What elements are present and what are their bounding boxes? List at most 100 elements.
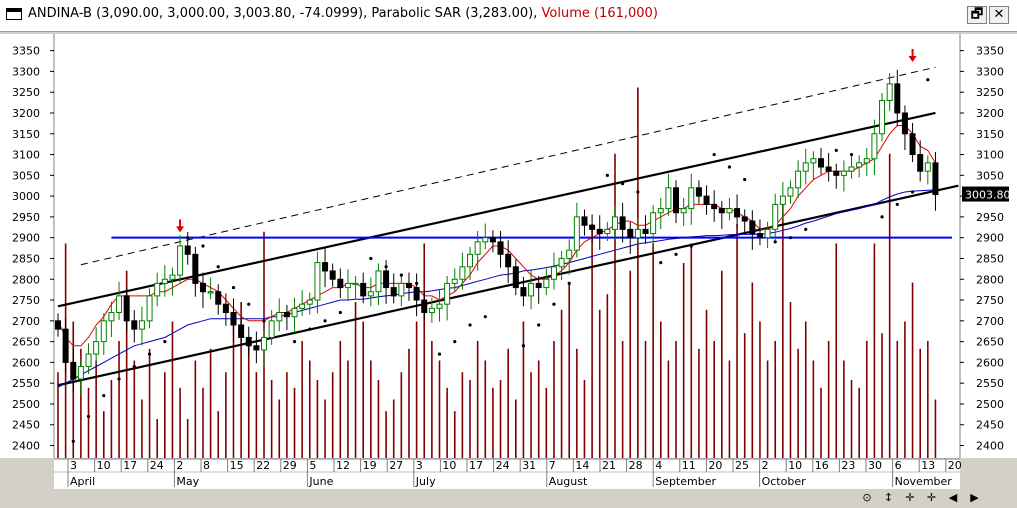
- candle-body: [848, 166, 855, 172]
- x-day-label: 8: [203, 459, 210, 472]
- candle-body: [436, 303, 443, 309]
- x-day-label: 10: [442, 459, 456, 472]
- candle-body: [154, 282, 161, 297]
- x-month-label: June: [308, 475, 333, 488]
- candle-body: [810, 158, 817, 164]
- candle-body: [238, 324, 245, 338]
- candle-body: [352, 282, 359, 286]
- candle-body: [329, 270, 336, 280]
- candle-body: [421, 299, 428, 314]
- candle-body: [703, 195, 710, 205]
- candle-body: [634, 228, 641, 239]
- crosshair-icon[interactable]: ✛: [905, 491, 915, 504]
- target-icon[interactable]: ⊙: [862, 491, 872, 504]
- candle-body: [924, 162, 931, 172]
- scroll-right-icon[interactable]: ▶: [970, 491, 979, 504]
- x-day-label: 20: [708, 459, 722, 472]
- candle-body: [749, 220, 756, 235]
- price-chart[interactable]: 2400 2400 2450 2450 2500 2500 2550 2550 2600 2600…: [0, 31, 1017, 508]
- candle-body: [718, 208, 725, 214]
- sar-dot: [605, 173, 609, 177]
- last-price-marker: 3003.80: [962, 186, 1011, 202]
- x-day-label: 17: [123, 459, 137, 472]
- scroll-left-icon[interactable]: ◀: [948, 491, 958, 504]
- y-tick-label-left: 2550: [12, 377, 40, 390]
- candle-body: [596, 228, 603, 235]
- candle-body: [77, 366, 84, 380]
- y-tick-label-left: 3350: [12, 45, 40, 58]
- x-day-label: 31: [522, 459, 536, 472]
- candle-body: [184, 245, 191, 255]
- x-axis-area: [54, 459, 960, 489]
- window-title-bar[interactable]: ANDINA-B (3,090.00, 3,000.00, 3,003.80, …: [0, 0, 1017, 32]
- y-tick-label-right: 3200: [976, 107, 1004, 120]
- candle-body: [108, 312, 115, 322]
- candle-body: [611, 216, 618, 230]
- x-day-label: 4: [655, 459, 662, 472]
- title-prices: ANDINA-B (3,090.00, 3,000.00, 3,003.80, …: [28, 6, 538, 21]
- sar-dot: [537, 323, 541, 327]
- sar-dot: [247, 302, 251, 306]
- close-button[interactable]: ✕: [989, 6, 1009, 24]
- x-month-label: October: [762, 475, 806, 488]
- sar-dot: [201, 244, 205, 248]
- candle-body: [825, 166, 832, 172]
- sar-dot: [727, 165, 732, 169]
- x-day-label: 3: [70, 459, 77, 472]
- y-tick-label-right: 3100: [976, 149, 1004, 162]
- candle-body: [161, 278, 168, 284]
- x-day-label: 7: [549, 459, 556, 472]
- candle-body: [917, 154, 924, 172]
- candle-body: [444, 282, 451, 305]
- candle-body: [253, 345, 260, 351]
- signal-arrow-head: [908, 55, 917, 62]
- candle-body: [291, 307, 298, 318]
- y-tick-label-right: 3050: [976, 169, 1004, 182]
- y-tick-label-right: 2550: [976, 377, 1004, 390]
- sar-dot: [788, 236, 793, 240]
- candle-body: [726, 208, 733, 214]
- sar-dot: [231, 285, 236, 290]
- candle-body: [131, 320, 138, 330]
- x-day-label: 29: [283, 459, 297, 472]
- candle-body: [222, 303, 229, 314]
- chart-toolbar[interactable]: ⊙ ↕ ✛ ✛ ◀ ▶: [858, 491, 1016, 506]
- parabolic-sar-series: [71, 78, 930, 443]
- candle-body: [505, 253, 512, 268]
- y-tick-label-left: 3200: [12, 107, 40, 120]
- y-tick-label-left: 2700: [12, 315, 40, 328]
- candle-body: [383, 270, 390, 289]
- y-tick-label-left: 2750: [12, 294, 40, 307]
- sar-dot: [468, 323, 472, 327]
- y-tick-label-right: 2950: [976, 211, 1004, 224]
- sar-dot: [147, 352, 152, 356]
- sar-dot: [369, 256, 373, 261]
- restore-button[interactable]: 🗗: [967, 6, 987, 24]
- y-tick-label-right: 3150: [976, 128, 1004, 141]
- sar-dot: [415, 281, 419, 286]
- sar-dot: [895, 202, 899, 207]
- sar-dot: [399, 273, 403, 277]
- candle-body: [840, 170, 847, 176]
- y-tick-label-right: 2500: [976, 398, 1004, 411]
- y-tick-label-left: 3050: [12, 169, 40, 182]
- right-axis-area: [960, 34, 1017, 458]
- window-title: ANDINA-B (3,090.00, 3,000.00, 3,003.80, …: [28, 6, 658, 21]
- candle-body: [215, 291, 222, 305]
- x-day-label: 27: [389, 459, 403, 472]
- volume-series: [57, 87, 937, 458]
- horizontal-scrollbar[interactable]: [54, 489, 960, 508]
- vertical-zoom-icon[interactable]: ↕: [883, 491, 894, 504]
- move-icon[interactable]: ✛: [926, 491, 937, 504]
- y-tick-label-left: 2800: [12, 273, 40, 286]
- left-axis-area: [0, 34, 54, 458]
- x-day-label: 6: [895, 459, 902, 472]
- candle-body: [360, 282, 367, 297]
- candle-body: [512, 266, 519, 289]
- last-price-label: 3003.80: [965, 189, 1011, 202]
- candle-body: [688, 187, 695, 210]
- candle-body: [833, 170, 840, 176]
- x-month-label: August: [549, 475, 588, 488]
- y-tick-label-left: 3100: [12, 149, 40, 162]
- sar-dot: [117, 377, 121, 381]
